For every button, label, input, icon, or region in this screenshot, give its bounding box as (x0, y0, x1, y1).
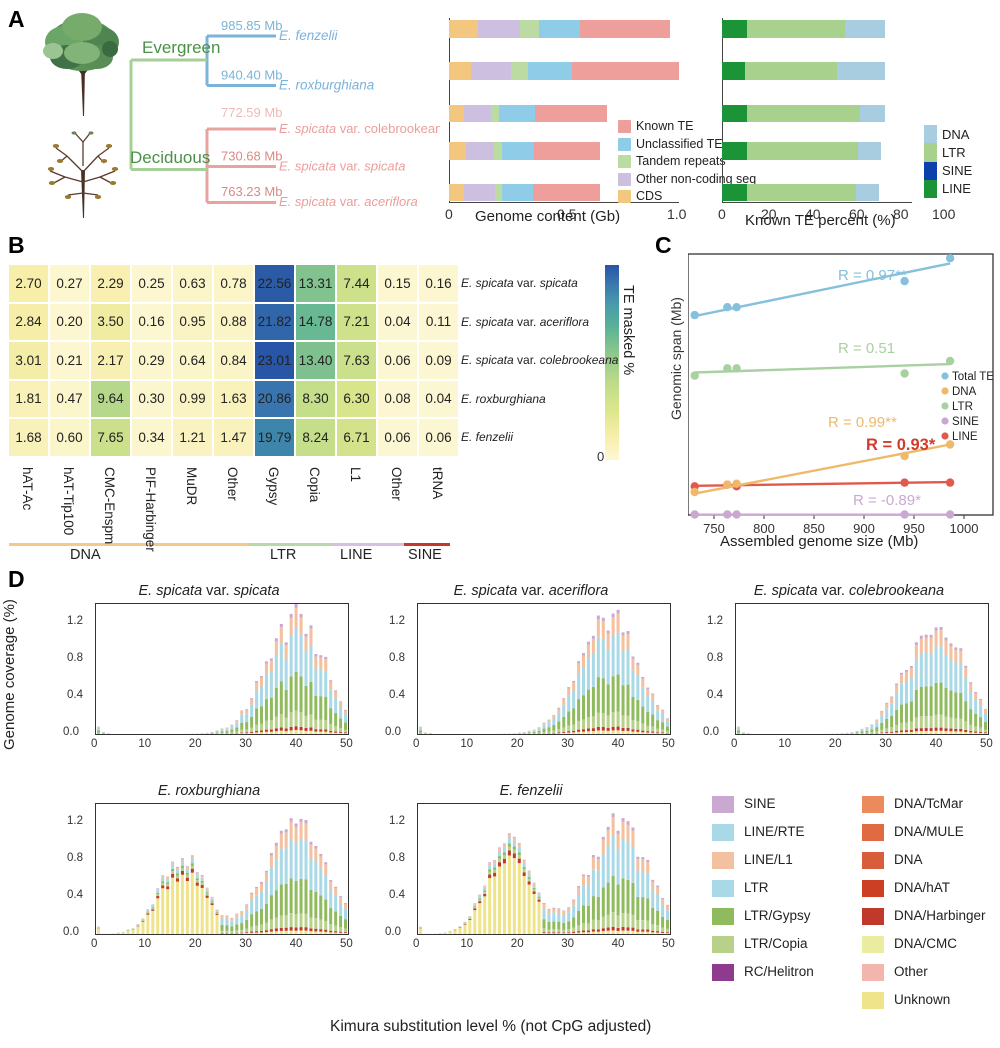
svg-text:DNA: DNA (952, 386, 977, 398)
svg-text:Evergreen: Evergreen (142, 38, 220, 57)
svg-text:E. spicata var. aceriflora: E. spicata var. aceriflora (279, 194, 418, 209)
svg-text:LINE: LINE (952, 431, 978, 443)
svg-text:1000: 1000 (950, 521, 979, 536)
svg-text:985.85 Mb: 985.85 Mb (221, 18, 282, 33)
svg-text:E. spicata var. colebrookeana: E. spicata var. colebrookeana (279, 121, 440, 136)
svg-text:E. fenzelii: E. fenzelii (279, 28, 339, 43)
svg-text:R = 0.51: R = 0.51 (838, 340, 895, 357)
svg-text:E. spicata var. spicata: E. spicata var. spicata (279, 159, 405, 174)
svg-text:R = 0.93*: R = 0.93* (866, 436, 936, 454)
svg-text:LTR: LTR (952, 401, 973, 413)
svg-text:R = -0.89*: R = -0.89* (853, 492, 921, 509)
svg-text:Total TE: Total TE (952, 371, 994, 383)
svg-text:730.68 Mb: 730.68 Mb (221, 149, 282, 164)
svg-text:763.23 Mb: 763.23 Mb (221, 184, 282, 199)
svg-text:SINE: SINE (952, 416, 979, 428)
svg-text:772.59 Mb: 772.59 Mb (221, 105, 282, 120)
svg-text:940.40 Mb: 940.40 Mb (221, 68, 282, 83)
svg-text:E. roxburghiana: E. roxburghiana (279, 78, 375, 93)
svg-text:R = 0.97**: R = 0.97** (838, 267, 907, 284)
svg-text:Deciduous: Deciduous (130, 148, 210, 167)
svg-text:R = 0.99**: R = 0.99** (828, 414, 897, 431)
